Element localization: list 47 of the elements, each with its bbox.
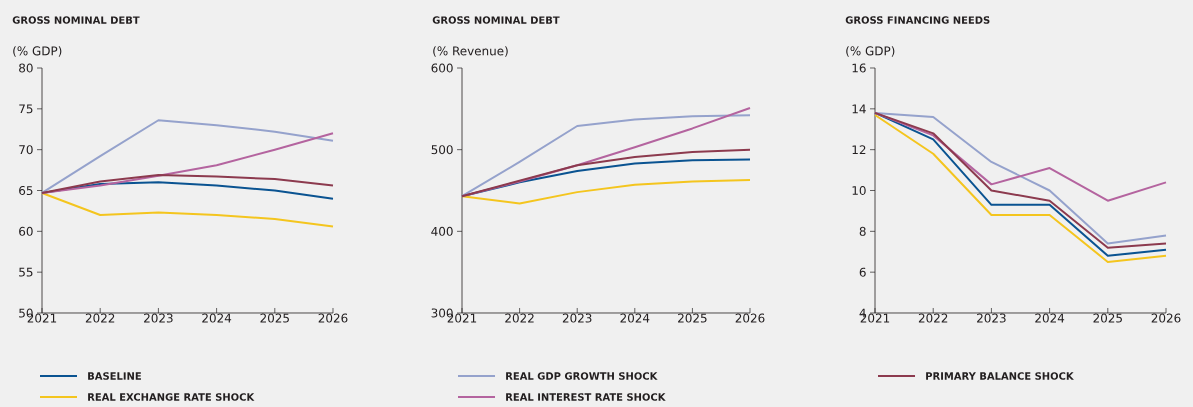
x-tick-label: 2026 <box>735 313 765 323</box>
y-axis-title: (% GDP) <box>13 46 62 57</box>
y-tick-label: 75 <box>19 104 33 114</box>
x-tick-label: 2024 <box>620 313 650 323</box>
line-series <box>41 173 334 194</box>
x-tick-label: 2022 <box>918 313 948 323</box>
y-tick-label: 400 <box>431 226 453 236</box>
legend-label: REAL INTEREST RATE SHOCK <box>506 393 666 401</box>
y-tick-label: 14 <box>852 104 866 114</box>
x-tick-label: 2023 <box>144 313 173 323</box>
x-tick-label: 2022 <box>85 313 115 323</box>
legend-label: PRIMARY BALANCE SHOCK <box>926 372 1074 380</box>
x-tick-label: 2022 <box>505 313 534 323</box>
x-tick-label: 2023 <box>562 313 592 323</box>
x-tick-label: 2024 <box>1035 313 1065 323</box>
y-tick-label: 500 <box>431 145 453 155</box>
legend-label: REAL GDP GROWTH SHOCK <box>506 372 658 380</box>
x-tick-label: 2025 <box>678 313 707 323</box>
y-tick-label: 12 <box>852 145 866 155</box>
y-axis-title: (% GDP) <box>846 46 895 57</box>
y-tick-label: 16 <box>852 63 866 73</box>
y-tick-label: 600 <box>431 63 453 73</box>
y-tick-label: 80 <box>19 63 33 73</box>
line-series <box>41 191 334 228</box>
x-tick-label: 2023 <box>977 313 1006 323</box>
y-tick-label: 6 <box>859 267 866 277</box>
chart-title: GROSS NOMINAL DEBT <box>432 16 560 24</box>
legend-label: BASELINE <box>88 372 141 380</box>
line-series <box>41 132 334 194</box>
y-axis-title: (% Revenue) <box>433 46 508 57</box>
x-tick-label: 2025 <box>260 313 289 323</box>
line-series <box>461 178 752 205</box>
line-series <box>41 119 334 194</box>
x-tick-label: 2026 <box>318 313 348 323</box>
legend-label: REAL EXCHANGE RATE SHOCK <box>88 393 255 401</box>
x-tick-label: 2025 <box>1093 313 1122 323</box>
line-series <box>874 111 1168 202</box>
y-tick-label: 8 <box>859 226 866 236</box>
y-tick-label: 60 <box>19 226 33 236</box>
x-tick-label: 2024 <box>202 313 232 323</box>
y-tick-label: 65 <box>19 185 33 196</box>
x-tick-label: 2026 <box>1151 313 1181 323</box>
y-tick-label: 10 <box>852 185 866 196</box>
chart-title: GROSS FINANCING NEEDS <box>845 16 990 24</box>
chart-title: GROSS NOMINAL DEBT <box>12 16 140 24</box>
y-tick-label: 70 <box>19 145 33 155</box>
y-tick-label: 55 <box>19 267 33 277</box>
